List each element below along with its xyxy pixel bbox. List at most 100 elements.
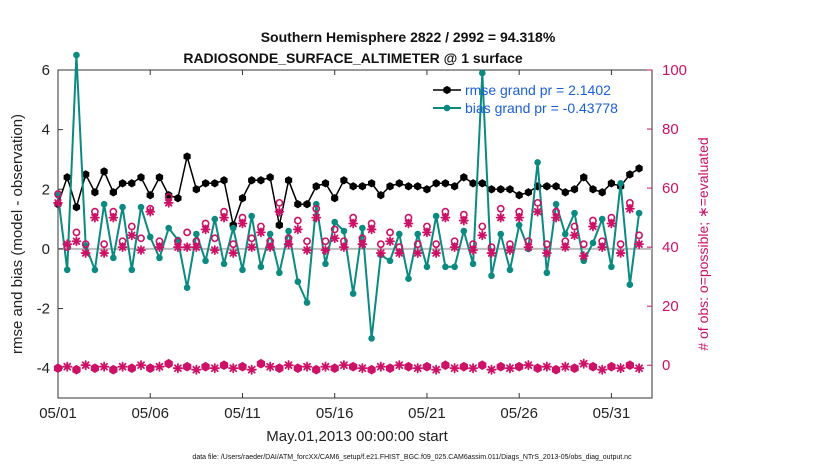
obs-band-point <box>496 361 505 372</box>
obs-band-point <box>246 364 257 375</box>
bias-point <box>451 263 458 271</box>
bias-point <box>211 215 219 223</box>
obs-band-point <box>99 361 110 372</box>
bias-point <box>515 221 523 229</box>
obs-evaluated-point <box>495 212 506 223</box>
obs-possible-point <box>533 198 542 207</box>
obs-evaluated-point <box>320 245 331 255</box>
rmse-point <box>432 179 440 188</box>
obs-band-point <box>62 361 73 372</box>
rmse-point <box>128 179 136 188</box>
obs-evaluated-point <box>449 242 460 253</box>
legend-bias-label: bias grand pr = -0.43778 <box>465 100 618 116</box>
bias-point <box>137 203 145 211</box>
obs-evaluated-point <box>246 242 257 253</box>
obs-band-point <box>330 363 339 373</box>
rmse-point <box>146 191 154 200</box>
obs-band-point <box>265 361 276 372</box>
series-layer <box>53 51 645 375</box>
obs-possible-point <box>303 237 311 246</box>
obs-band-point <box>467 363 479 374</box>
obs-possible-point <box>247 234 256 243</box>
y-tick-label: 4 <box>42 122 50 139</box>
bias-point <box>460 227 468 235</box>
obs-evaluated-point <box>412 248 423 258</box>
bias-point <box>423 263 431 271</box>
x-axis-label: May.01,2013 00:00:00 start <box>266 428 448 445</box>
y2-axis-label: # of obs: o=possible; ∗=evaluated <box>695 137 711 350</box>
obs-possible-point <box>210 234 219 243</box>
obs-possible-point <box>81 240 90 249</box>
obs-band-point <box>53 363 63 373</box>
obs-evaluated-point <box>228 248 239 258</box>
obs-band-point <box>515 361 524 372</box>
rmse-point <box>266 173 274 182</box>
bias-point <box>285 227 292 235</box>
obs-band-point <box>256 358 266 369</box>
bias-point <box>128 266 136 274</box>
obs-evaluated-point <box>53 197 63 208</box>
obs-evaluated-point <box>117 242 128 253</box>
rmse-point <box>155 173 164 182</box>
bias-point <box>229 224 237 232</box>
obs-band-point <box>404 361 413 372</box>
rmse-point <box>174 194 182 203</box>
obs-evaluated-point <box>154 242 165 253</box>
bias-point <box>165 224 172 232</box>
obs-evaluated-point <box>505 245 515 255</box>
obs-band-point <box>578 358 589 369</box>
obs-evaluated-point <box>375 248 386 258</box>
bias-point <box>534 159 541 166</box>
obs-evaluated-point <box>578 251 589 261</box>
bias-point <box>303 299 311 306</box>
series-marker-band <box>53 358 645 375</box>
legend-rmse-label: rmse grand pr = 2.1402 <box>465 82 611 98</box>
axis-ticks: 05/01 05/06 05/11 05/16 05/21 05/26 05/31 -4 -2 0… <box>37 62 687 422</box>
obs-possible-point <box>478 222 487 231</box>
obs-evaluated-point <box>458 215 469 226</box>
obs-band-point <box>597 364 608 375</box>
obs-evaluated-point <box>219 212 229 223</box>
bias-point <box>589 239 597 247</box>
y2-tick-label: 20 <box>662 298 679 315</box>
x-tick-label: 05/11 <box>224 405 260 422</box>
obs-evaluated-point <box>311 212 322 223</box>
obs-possible-point <box>432 240 441 249</box>
x-tick-label: 05/06 <box>131 405 169 422</box>
x-tick-label: 05/31 <box>593 405 631 422</box>
bias-point <box>432 212 440 220</box>
obs-evaluated-point <box>560 242 571 253</box>
obs-band-point <box>338 360 350 371</box>
bias-point <box>202 257 209 265</box>
rmse-point <box>137 173 145 182</box>
x-tick-label: 05/01 <box>39 405 77 422</box>
rmse-point <box>349 182 357 191</box>
obs-band-point <box>80 360 91 371</box>
x-tick-label: 05/16 <box>316 405 354 422</box>
bias-point <box>146 233 154 241</box>
obs-evaluated-point <box>357 239 368 250</box>
rmse-point <box>635 164 643 173</box>
rmse-point <box>451 182 459 191</box>
obs-band-point <box>164 358 173 369</box>
bias-point <box>543 269 551 277</box>
obs-evaluated-point <box>597 242 608 253</box>
bias-point <box>469 260 477 268</box>
obs-possible-point <box>570 222 579 231</box>
obs-possible-point <box>127 222 136 231</box>
obs-band-point <box>533 363 542 373</box>
rmse-point <box>100 167 108 176</box>
obs-band-point <box>394 360 405 371</box>
obs-band-point <box>228 363 239 374</box>
obs-band-point <box>117 361 128 372</box>
obs-evaluated-point <box>588 221 598 232</box>
rmse-point <box>303 200 311 209</box>
bias-point <box>100 200 108 208</box>
obs-band-point <box>625 360 634 370</box>
rmse-point <box>395 179 403 188</box>
obs-evaluated-point <box>477 230 488 241</box>
obs-band-point <box>570 363 579 373</box>
rmse-point <box>478 179 486 188</box>
rmse-point <box>497 185 505 194</box>
obs-band-point <box>615 363 626 374</box>
